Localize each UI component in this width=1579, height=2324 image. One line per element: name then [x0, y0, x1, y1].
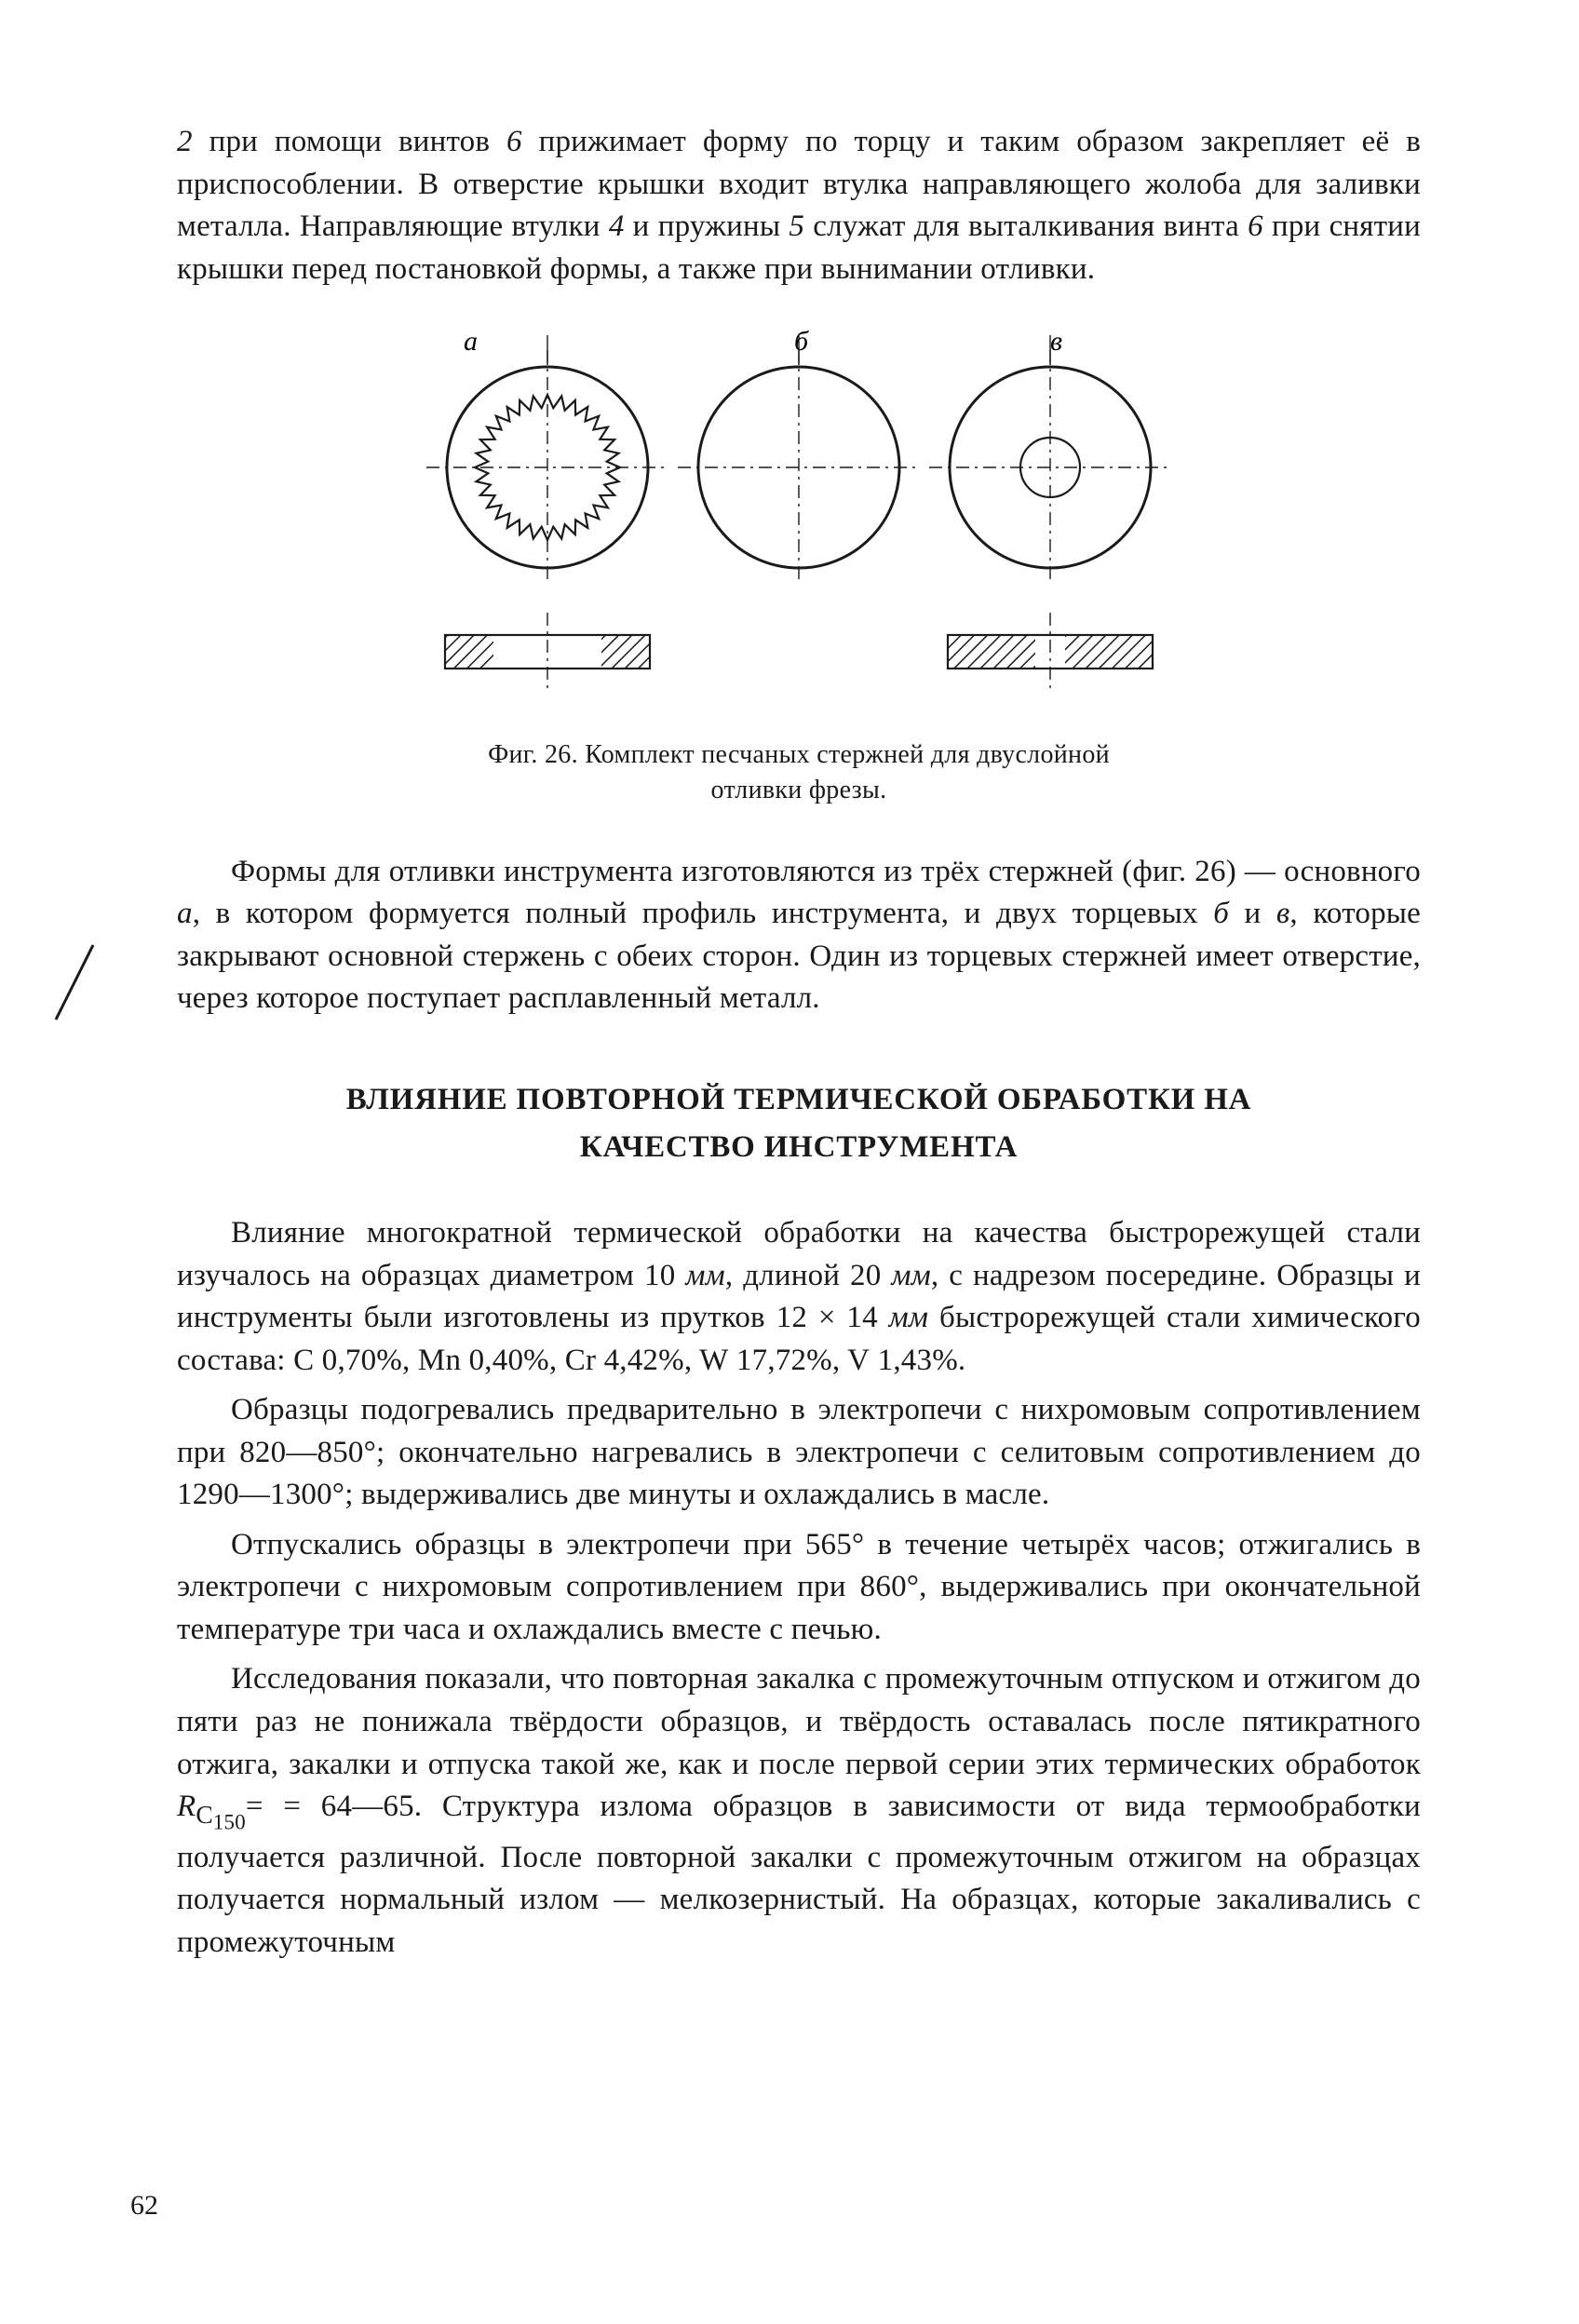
page: 2 при помощи винтов 6 прижимает форму по…: [0, 0, 1579, 2324]
figure-26-diagram: а б в: [398, 328, 1199, 719]
margin-mark-icon: [47, 936, 102, 1029]
figure-caption: Фиг. 26. Комплект песчаных стержней для …: [445, 737, 1153, 808]
paragraph-6: Исследования показали, что повторная зак…: [177, 1658, 1421, 1964]
section-heading-line2: КАЧЕСТВО ИНСТРУМЕНТА: [580, 1130, 1019, 1164]
paragraph-2: Формы для отливки инструмента изготовляю…: [177, 851, 1421, 1020]
core-a: [426, 335, 668, 585]
core-v: [929, 335, 1171, 585]
paragraph-1: 2 при помощи винтов 6 прижимает форму по…: [177, 121, 1421, 290]
section-heading: ВЛИЯНИЕ ПОВТОРНОЙ ТЕРМИЧЕСКОЙ ОБРАБОТКИ …: [177, 1076, 1421, 1171]
paragraph-4: Образцы подогревались предварительно в э…: [177, 1389, 1421, 1517]
fig-label-a: а: [464, 328, 478, 357]
core-b: [678, 335, 920, 585]
fig-label-b: б: [794, 328, 809, 357]
section-bar-v: [948, 613, 1153, 691]
paragraph-3: Влияние многократной термической обработ…: [177, 1212, 1421, 1382]
section-heading-line1: ВЛИЯНИЕ ПОВТОРНОЙ ТЕРМИЧЕСКОЙ ОБРАБОТКИ …: [346, 1083, 1252, 1116]
paragraph-5: Отпускались образцы в электропечи при 56…: [177, 1524, 1421, 1652]
section-bar-a: [445, 613, 650, 691]
page-number: 62: [130, 2190, 158, 2222]
fig-label-v: в: [1050, 328, 1062, 357]
